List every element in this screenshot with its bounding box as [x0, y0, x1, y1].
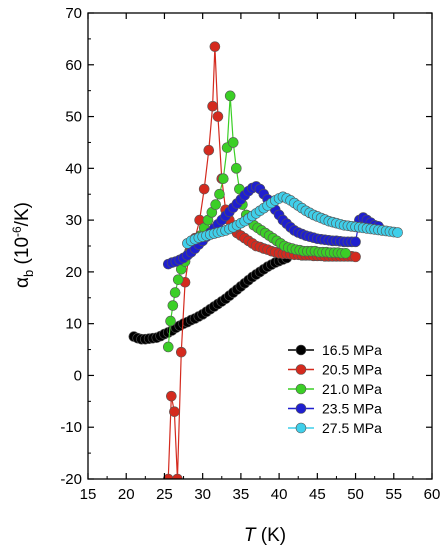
x-tick-label: 30 — [194, 486, 211, 503]
y-tick-label: 30 — [65, 212, 82, 229]
data-point — [207, 100, 218, 112]
data-point — [162, 473, 174, 479]
data-point — [214, 188, 225, 200]
data-point — [166, 390, 177, 402]
x-tick-label: 15 — [80, 486, 97, 503]
data-point — [169, 406, 180, 417]
legend-marker — [295, 364, 307, 375]
legend-label: 23.5 MPa — [322, 401, 382, 417]
data-point — [209, 41, 221, 52]
legend-entry: 20.5 MPa — [288, 362, 382, 378]
data-point — [172, 274, 184, 285]
y-tick-label: -10 — [60, 419, 82, 436]
data-point — [162, 341, 174, 353]
legend-marker — [295, 403, 307, 414]
data-point — [167, 300, 179, 311]
data-point — [165, 315, 176, 327]
legend-marker — [295, 344, 307, 356]
x-tick-label: 45 — [309, 486, 326, 503]
x-tick-label: 35 — [233, 486, 250, 503]
series-layer — [128, 41, 403, 479]
legend-entry: 27.5 MPa — [288, 420, 382, 436]
data-point — [231, 163, 242, 174]
tick-labels: 15 20 25 30 35 40 45 50 55 60 -20 -10 0 10 20 30 40 50 60 7… — [60, 5, 440, 503]
legend-marker — [295, 422, 307, 434]
x-tick-label: 50 — [347, 486, 364, 503]
y-tick-label: 50 — [65, 109, 82, 126]
data-point — [350, 236, 361, 248]
series-27-5-mpa — [182, 191, 403, 249]
legend-label: 20.5 MPa — [322, 362, 382, 378]
x-tick-label: 55 — [385, 486, 402, 503]
x-axis-label: T (K) — [244, 525, 286, 546]
legend-entry: 23.5 MPa — [288, 401, 382, 417]
data-point — [172, 473, 183, 479]
y-tick-label: 10 — [65, 316, 82, 333]
legend-label: 21.0 MPa — [322, 381, 382, 397]
legend-label: 27.5 MPa — [322, 420, 382, 436]
legend: 16.5 MPa 20.5 MPa 21.0 MPa 23.5 MPa 27.5 MPa — [288, 342, 382, 436]
data-point — [169, 287, 181, 298]
data-point — [198, 183, 210, 195]
data-point — [218, 173, 229, 184]
x-tick-label: 60 — [424, 486, 441, 503]
legend-label: 16.5 MPa — [322, 342, 382, 358]
y-tick-label: 40 — [65, 160, 82, 177]
x-tick-label: 40 — [271, 486, 288, 503]
x-tick-label: 20 — [118, 486, 135, 503]
y-axis-label: αb (10-6/K) — [10, 202, 36, 288]
data-point — [210, 199, 221, 210]
data-point — [224, 90, 236, 102]
y-tick-label: 70 — [65, 5, 82, 22]
axis-ticks — [87, 12, 433, 480]
legend-entry: 16.5 MPa — [288, 342, 382, 358]
series-16-5-mpa — [128, 252, 293, 345]
x-tick-label: 25 — [156, 486, 173, 503]
data-point — [340, 247, 351, 259]
y-tick-label: 60 — [65, 57, 82, 74]
y-tick-label: 0 — [74, 367, 82, 384]
data-point — [212, 111, 224, 122]
y-tick-label: 20 — [65, 264, 82, 281]
legend-entry: 21.0 MPa — [288, 381, 382, 397]
legend-marker — [295, 383, 307, 395]
y-tick-label: -20 — [60, 471, 82, 488]
data-point — [350, 251, 361, 263]
data-point — [175, 346, 187, 358]
data-point — [227, 137, 239, 148]
data-point — [392, 227, 403, 238]
data-point — [203, 144, 215, 156]
